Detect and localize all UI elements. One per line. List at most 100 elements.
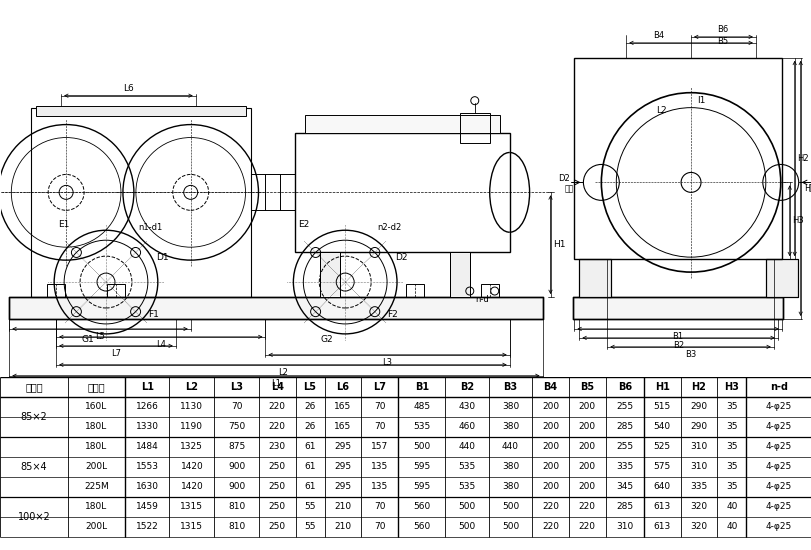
Text: 310: 310 <box>689 463 706 471</box>
Text: 135: 135 <box>371 463 388 471</box>
Text: B6: B6 <box>617 382 631 392</box>
Text: B6: B6 <box>716 25 727 34</box>
Bar <box>305 114 499 133</box>
Text: L6: L6 <box>336 382 349 392</box>
Text: 85×2: 85×2 <box>21 412 48 422</box>
Text: 290: 290 <box>689 402 706 411</box>
Bar <box>107 284 125 297</box>
Text: 200: 200 <box>541 442 559 452</box>
Bar <box>765 259 796 297</box>
Bar <box>449 252 470 297</box>
Text: 61: 61 <box>304 463 315 471</box>
Text: L1: L1 <box>271 379 281 388</box>
Text: 380: 380 <box>501 482 518 491</box>
Text: 295: 295 <box>334 463 351 471</box>
Text: n1-d1: n1-d1 <box>138 223 162 232</box>
Text: 255: 255 <box>616 442 633 452</box>
Text: 640: 640 <box>653 482 670 491</box>
Text: n-d: n-d <box>769 382 787 392</box>
Text: 70: 70 <box>374 422 385 431</box>
Bar <box>295 133 509 252</box>
Text: 4-φ25: 4-φ25 <box>765 503 792 512</box>
Text: 380: 380 <box>501 422 518 431</box>
Text: 220: 220 <box>268 422 285 431</box>
Text: 500: 500 <box>458 522 475 531</box>
Text: 135: 135 <box>371 482 388 491</box>
Text: 165: 165 <box>334 402 351 411</box>
Text: 515: 515 <box>653 402 670 411</box>
Text: 1630: 1630 <box>135 482 158 491</box>
Text: 220: 220 <box>268 402 285 411</box>
Text: 460: 460 <box>458 422 475 431</box>
Text: l1: l1 <box>696 96 704 104</box>
Text: 1484: 1484 <box>135 442 158 452</box>
Text: 310: 310 <box>689 442 706 452</box>
Text: 500: 500 <box>458 503 475 512</box>
Text: B5: B5 <box>716 37 727 46</box>
Bar <box>251 174 295 210</box>
Text: H1: H1 <box>553 240 565 249</box>
Text: 560: 560 <box>413 503 430 512</box>
Text: B1: B1 <box>414 382 428 392</box>
Text: 机座号: 机座号 <box>88 382 105 392</box>
Text: 180L: 180L <box>85 503 108 512</box>
Text: H3: H3 <box>723 382 738 392</box>
Text: 157: 157 <box>371 442 388 452</box>
Text: H2: H2 <box>691 382 706 392</box>
Text: 320: 320 <box>689 503 706 512</box>
Text: 泵型号: 泵型号 <box>25 382 43 392</box>
Text: 61: 61 <box>304 442 315 452</box>
Bar <box>36 106 245 116</box>
Text: 535: 535 <box>458 463 475 471</box>
Text: 255: 255 <box>616 402 633 411</box>
Text: B2: B2 <box>672 341 684 350</box>
Text: H3: H3 <box>791 216 802 225</box>
Text: 320: 320 <box>689 522 706 531</box>
Text: 1330: 1330 <box>135 422 158 431</box>
Text: 180L: 180L <box>85 442 108 452</box>
Text: L4: L4 <box>156 340 165 349</box>
Text: 440: 440 <box>458 442 475 452</box>
Text: 70: 70 <box>374 522 385 531</box>
Text: 40: 40 <box>725 522 736 531</box>
Text: L5: L5 <box>95 332 105 341</box>
Text: 1420: 1420 <box>180 482 203 491</box>
Bar <box>47 284 65 297</box>
Text: 335: 335 <box>616 463 633 471</box>
Text: B4: B4 <box>543 382 557 392</box>
Text: 35: 35 <box>725 442 736 452</box>
Text: L3: L3 <box>230 382 242 392</box>
Text: 540: 540 <box>653 422 670 431</box>
Text: 35: 35 <box>725 422 736 431</box>
Text: H1: H1 <box>803 184 811 193</box>
Text: L2: L2 <box>655 106 666 114</box>
Text: 4-φ25: 4-φ25 <box>765 482 792 491</box>
Text: 1315: 1315 <box>180 503 203 512</box>
Bar <box>480 284 498 297</box>
Text: 225M: 225M <box>84 482 109 491</box>
Text: 200: 200 <box>541 463 559 471</box>
Text: L4: L4 <box>270 382 283 392</box>
Text: 4-φ25: 4-φ25 <box>765 463 792 471</box>
Text: L5: L5 <box>303 382 316 392</box>
Bar <box>320 252 340 297</box>
Text: 165: 165 <box>334 422 351 431</box>
Text: 85×4: 85×4 <box>21 462 47 472</box>
Text: 1190: 1190 <box>180 422 203 431</box>
Text: B2: B2 <box>460 382 474 392</box>
Text: 70: 70 <box>374 503 385 512</box>
Text: 210: 210 <box>334 503 351 512</box>
Text: 810: 810 <box>228 522 245 531</box>
Text: D1: D1 <box>156 253 168 262</box>
Text: 220: 220 <box>578 522 595 531</box>
Text: 345: 345 <box>616 482 633 491</box>
Bar <box>31 108 251 297</box>
Text: G1: G1 <box>81 335 94 344</box>
Text: 55: 55 <box>304 503 315 512</box>
Text: 613: 613 <box>653 522 670 531</box>
Text: 595: 595 <box>413 482 430 491</box>
Text: 1130: 1130 <box>180 402 203 411</box>
Text: 55: 55 <box>304 522 315 531</box>
Text: 1315: 1315 <box>180 522 203 531</box>
Text: 200: 200 <box>541 422 559 431</box>
